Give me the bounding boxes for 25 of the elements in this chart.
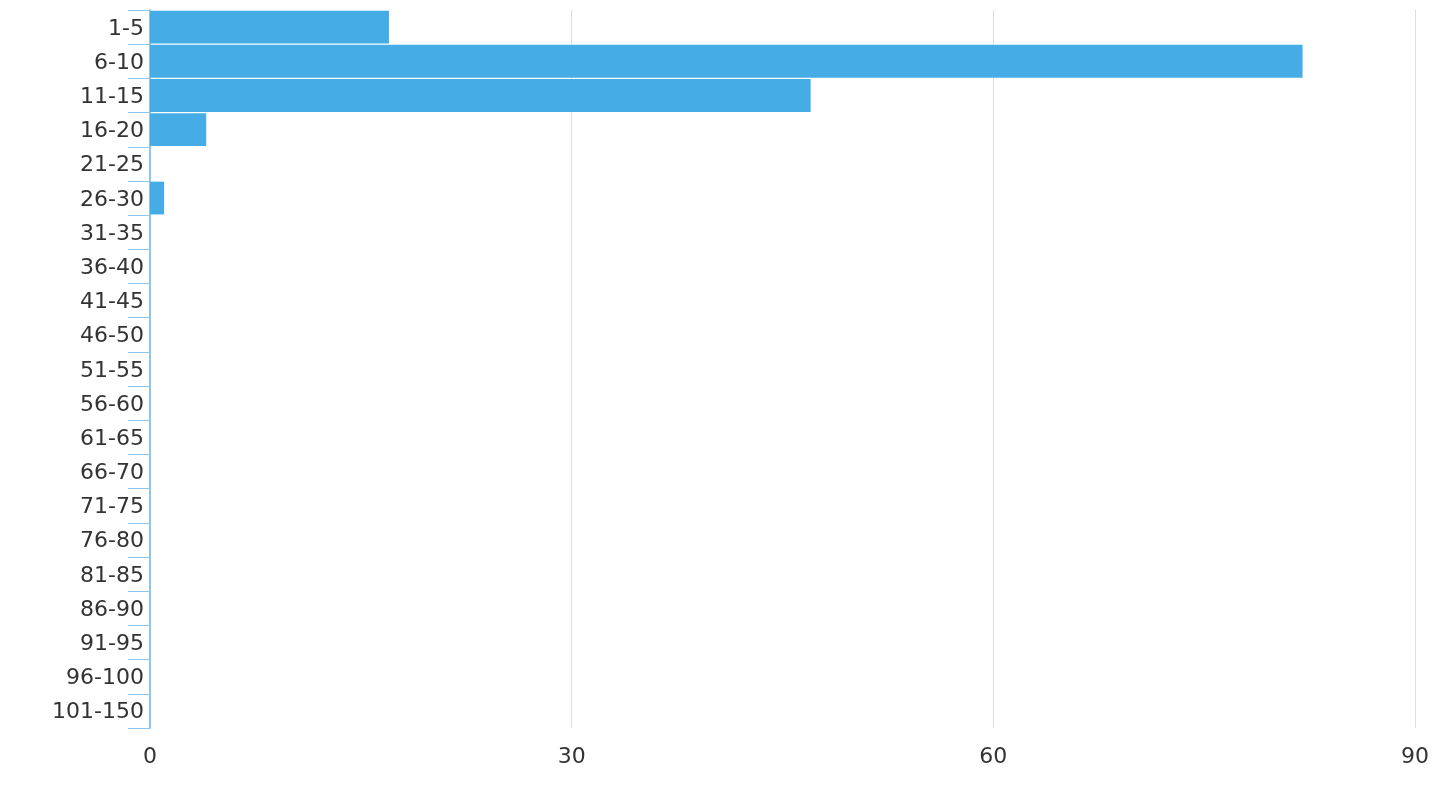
- y-tick-label: 96-100: [66, 664, 144, 690]
- y-tick-label: 21-25: [80, 151, 144, 177]
- y-tick-label: 76-80: [80, 527, 144, 553]
- x-tick-label: 90: [1401, 742, 1429, 768]
- y-tick-label: 51-55: [80, 356, 144, 382]
- y-tick-label: 1-5: [108, 14, 144, 40]
- y-tick-label: 16-20: [80, 117, 144, 143]
- y-tick-label: 71-75: [80, 493, 144, 519]
- y-tick-label: 6-10: [94, 48, 144, 74]
- y-tick-label: 101-150: [52, 698, 144, 724]
- y-tick-label: 46-50: [80, 322, 144, 348]
- y-tick-label: 91-95: [80, 630, 144, 656]
- x-tick-label: 0: [143, 742, 157, 768]
- y-tick-label: 31-35: [80, 219, 144, 245]
- y-tick-label: 11-15: [80, 82, 144, 108]
- y-tick-label: 61-65: [80, 424, 144, 450]
- y-tick-label: 56-60: [80, 390, 144, 416]
- y-tick-label: 41-45: [80, 288, 144, 314]
- y-tick-label: 66-70: [80, 459, 144, 485]
- y-tick-label: 86-90: [80, 595, 144, 621]
- y-tick-label: 81-85: [80, 561, 144, 587]
- y-tick-label: 26-30: [80, 185, 144, 211]
- y-tick-label: 36-40: [80, 253, 144, 279]
- x-tick-label: 60: [979, 742, 1008, 768]
- x-tick-label: 30: [557, 742, 586, 768]
